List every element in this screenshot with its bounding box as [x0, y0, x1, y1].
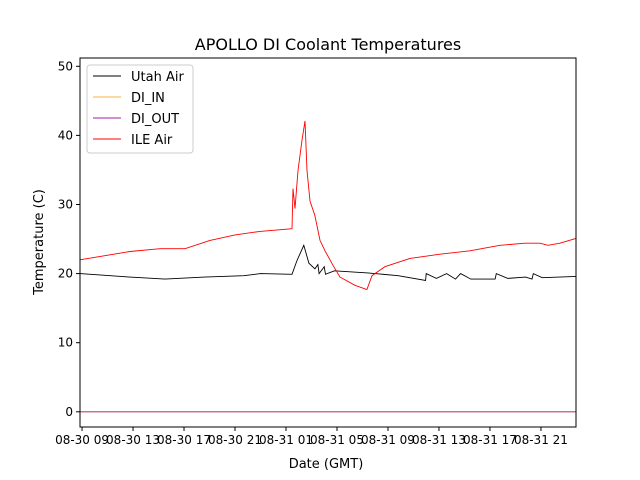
- plot-frame: [79, 57, 577, 428]
- chart-title: APOLLO DI Coolant Temperatures: [195, 35, 461, 54]
- y-tick-label: 10: [58, 336, 73, 350]
- x-tick-label: 08-30 13: [106, 433, 160, 447]
- y-tick-label: 40: [58, 128, 73, 142]
- legend-label: Utah Air: [131, 70, 184, 85]
- x-tick-label: 08-31 17: [463, 433, 517, 447]
- series-line-ile-air: [79, 120, 577, 291]
- x-tick-label: 08-31 01: [259, 433, 313, 447]
- x-axis-label: Date (GMT): [289, 457, 364, 472]
- legend-box: [86, 64, 194, 154]
- y-tick-label: 20: [58, 267, 73, 281]
- x-tick-label: 08-31 09: [361, 433, 415, 447]
- y-axis: 0 10 20 30 40 50: [58, 59, 80, 419]
- legend-label: DI_OUT: [131, 112, 179, 127]
- legend-label: DI_IN: [131, 91, 165, 106]
- series-line-utah-air: [79, 243, 577, 282]
- x-tick-label: 08-30 21: [208, 433, 262, 447]
- x-tick-label: 08-31 13: [412, 433, 466, 447]
- x-tick-label: 08-31 21: [514, 433, 568, 447]
- series-layer: [79, 120, 577, 413]
- legend-label: ILE Air: [131, 133, 173, 148]
- y-axis-label: Temperature (C): [32, 189, 47, 296]
- x-tick-label: 08-30 09: [55, 433, 109, 447]
- y-tick-label: 30: [58, 197, 73, 211]
- x-tick-label: 08-31 05: [310, 433, 364, 447]
- legend: Utah Air DI_IN DI_OUT ILE Air: [86, 64, 194, 154]
- y-tick-label: 0: [65, 405, 73, 419]
- x-tick-label: 08-30 17: [157, 433, 211, 447]
- y-tick-label: 50: [58, 59, 73, 73]
